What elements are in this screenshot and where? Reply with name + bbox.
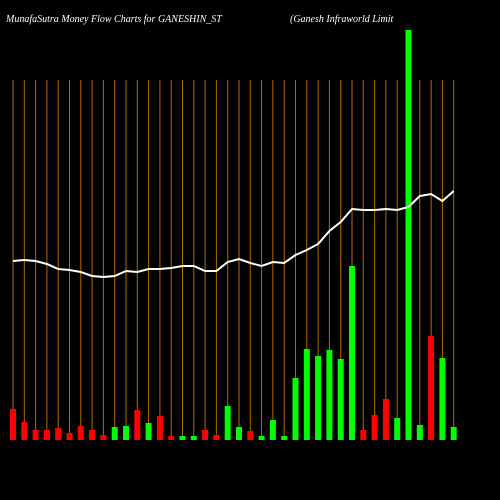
bar xyxy=(156,416,163,440)
bar xyxy=(337,359,344,440)
bar xyxy=(349,266,355,440)
bar xyxy=(439,358,446,440)
bar xyxy=(224,406,231,440)
bar xyxy=(303,349,310,440)
bar xyxy=(281,436,288,440)
bar xyxy=(428,336,435,440)
bar xyxy=(55,428,62,440)
bar xyxy=(382,399,389,440)
bar xyxy=(111,427,118,440)
bar xyxy=(315,356,322,440)
bar xyxy=(326,350,333,440)
bar xyxy=(202,430,209,440)
bar xyxy=(89,430,96,440)
bar xyxy=(394,418,401,440)
bar xyxy=(77,426,84,440)
bar xyxy=(450,427,457,440)
bar xyxy=(236,427,242,440)
bar xyxy=(416,425,423,440)
bar xyxy=(405,30,412,440)
bar xyxy=(134,410,141,440)
bar xyxy=(168,436,175,440)
chart-subtitle: (Ganesh Infraworld Limit xyxy=(290,14,394,25)
bar xyxy=(10,409,16,440)
bar xyxy=(66,433,73,440)
bar xyxy=(371,415,378,440)
bar xyxy=(269,420,276,440)
bar xyxy=(213,435,220,440)
bar xyxy=(247,431,254,440)
chart-title: MunafaSutra Money Flow Charts for GANESH… xyxy=(5,14,223,25)
bar xyxy=(100,435,107,440)
bar xyxy=(190,436,197,440)
bar xyxy=(21,422,28,440)
bar xyxy=(258,436,265,440)
bar xyxy=(123,426,129,440)
bar xyxy=(145,423,152,440)
bar xyxy=(292,378,299,440)
bar xyxy=(32,430,39,440)
price-line xyxy=(12,190,455,279)
bar xyxy=(360,430,367,440)
bar xyxy=(179,436,186,440)
bar xyxy=(43,430,50,440)
